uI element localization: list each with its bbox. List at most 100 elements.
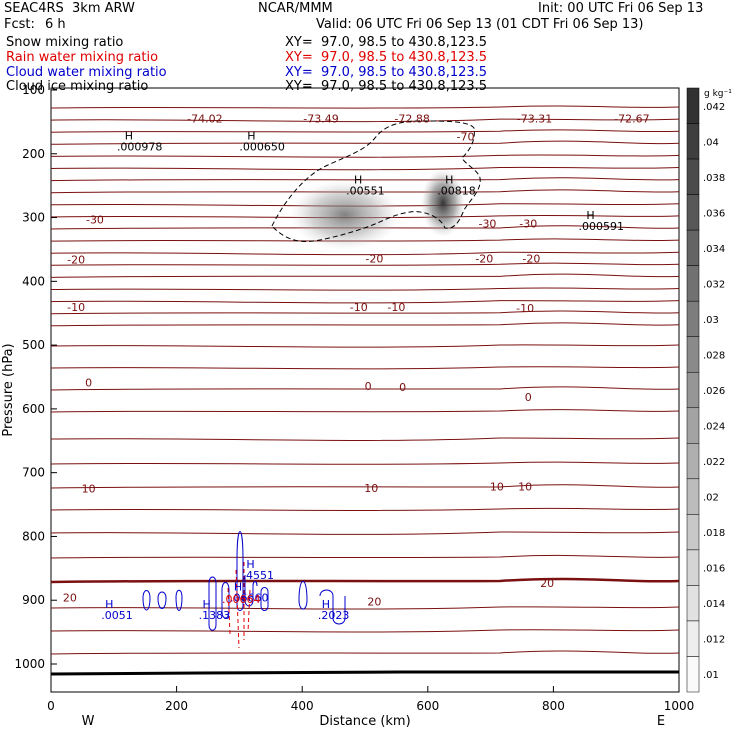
temperature-label: -30	[86, 213, 104, 226]
colorbar-tick-label: .022	[703, 457, 725, 468]
x-tick-label: 600	[416, 699, 439, 713]
snow-max-marker: H	[354, 173, 362, 186]
cloud-water-max-marker: H	[322, 598, 330, 611]
legend-cloud-ice: Cloud ice mixing ratio	[6, 79, 149, 94]
colorbar-unit: g kg⁻¹	[704, 89, 732, 99]
temperature-label: -20	[522, 252, 540, 265]
y-tick-label: 800	[22, 529, 45, 543]
isotherm-line	[51, 166, 679, 171]
cloud-water-max-marker: H	[202, 598, 210, 611]
temperature-label: -72.88	[394, 113, 429, 126]
temperature-label: -30	[519, 217, 537, 230]
snow-max-value: .00551	[346, 184, 385, 197]
snow-max-value: .000978	[117, 140, 163, 153]
temperature-label: -20	[475, 252, 493, 265]
colorbar-cell	[686, 123, 700, 160]
isotherm-line	[51, 177, 679, 182]
colorbar-cell	[686, 194, 700, 231]
isotherm-line	[51, 251, 679, 256]
rain-water-contours	[227, 562, 251, 649]
y-tick-label: 500	[22, 338, 45, 352]
colorbar-cell	[686, 336, 700, 373]
y-tick-label: 600	[22, 402, 45, 416]
temperature-label: 10	[82, 483, 96, 496]
rain-water-max-value: .00664	[222, 593, 260, 606]
colorbar-tick-label: .042	[703, 102, 725, 113]
y-tick-label: 400	[22, 274, 45, 288]
colorbar-tick-label: .014	[703, 599, 725, 610]
y-tick-label: 1000	[14, 657, 45, 671]
x-tick-label: 400	[291, 699, 314, 713]
temperature-label: -73.31	[517, 113, 552, 126]
isotherm-line	[51, 554, 679, 559]
isotherm-line	[51, 437, 679, 441]
colorbar-cell	[686, 87, 700, 124]
temperature-label: 10	[364, 482, 378, 495]
temperature-label: -30	[478, 217, 496, 230]
snow-shading-east	[421, 169, 465, 237]
colorbar-tick-label: .016	[703, 564, 725, 575]
temperature-label: -20	[365, 252, 383, 265]
temperature-label: 10	[490, 481, 504, 494]
forecast-label: Fcst:	[4, 17, 35, 32]
colorbar-cell	[686, 656, 700, 693]
colorbar-cell	[686, 514, 700, 551]
snow-max-marker: H	[125, 129, 133, 142]
legend-snow-xy: XY= 97.0, 98.5 to 430.8,123.5	[285, 35, 488, 50]
temperature-label: 20	[367, 595, 381, 608]
forecast-hour: 6 h	[45, 17, 66, 32]
isotherm-line	[51, 105, 679, 109]
snow-max-value: .00818	[437, 184, 476, 197]
x-tick-label: 1000	[664, 699, 695, 713]
legend-rain: Rain water mixing ratio	[6, 50, 159, 65]
colorbar-cell	[686, 620, 700, 657]
y-tick-label: 300	[22, 211, 45, 225]
isotherm-line	[51, 262, 679, 266]
temperature-label: -74.02	[187, 113, 222, 126]
isotherm-line	[51, 310, 679, 315]
temperature-label: -10	[67, 301, 85, 314]
isotherm-line	[51, 629, 679, 633]
temperature-label: 10	[518, 481, 532, 494]
colorbar-cell	[686, 585, 700, 622]
x-tick-label: 800	[542, 699, 565, 713]
isotherm-line	[51, 461, 679, 465]
isotherm-line	[51, 606, 679, 610]
temperature-label: 0	[85, 377, 92, 390]
cloud-water-max-value: .06660	[230, 591, 268, 604]
colorbar: .042 .04 .038 .036 .034 .032 .03 .028 .026 .024 .0…	[686, 87, 725, 693]
legend-cloud-water-xy: XY= 97.0, 98.5 to 430.8,123.5	[285, 65, 488, 80]
y-tick-label: 100	[22, 83, 45, 97]
cloud-water-max-value: .1383	[199, 609, 231, 622]
colorbar-cell	[686, 300, 700, 337]
colorbar-tick-label: .012	[703, 635, 725, 646]
y-tick-label: 700	[22, 466, 45, 480]
isotherm-line	[51, 140, 679, 145]
colorbar-cell	[686, 443, 700, 480]
cloud-water-max-value: .4551	[243, 569, 274, 582]
colorbar-tick-label: .01	[703, 670, 719, 681]
temperature-label: -10	[350, 301, 368, 314]
x-axis-title: Distance (km)	[319, 714, 410, 729]
cloud-ice-contour	[271, 120, 481, 242]
cloud-water-contours	[142, 531, 346, 631]
isotherm-line	[51, 650, 679, 655]
colorbar-cell	[686, 158, 700, 195]
colorbar-cell	[686, 229, 700, 266]
temperature-label: 0	[525, 391, 532, 404]
isotherm-line	[51, 366, 679, 370]
isotherm-line	[51, 577, 679, 584]
temperature-label: -20	[67, 254, 85, 267]
temperature-label: 0	[399, 381, 406, 394]
colorbar-cell	[686, 371, 700, 409]
colorbar-tick-label: .038	[703, 173, 725, 184]
temperature-label: -72.67	[614, 113, 649, 126]
chart-annotations: -74.02 -73.49 -72.88 -73.31 -72.67 -70 -30 -30 -…	[63, 113, 650, 622]
isotherm-line	[51, 154, 679, 158]
y-tick-label: 900	[22, 593, 45, 607]
colorbar-tick-label: .036	[703, 208, 725, 219]
cloud-water-max-value: .2023	[318, 609, 350, 622]
isotherm-line	[51, 118, 679, 123]
snow-shading-west	[290, 180, 400, 250]
